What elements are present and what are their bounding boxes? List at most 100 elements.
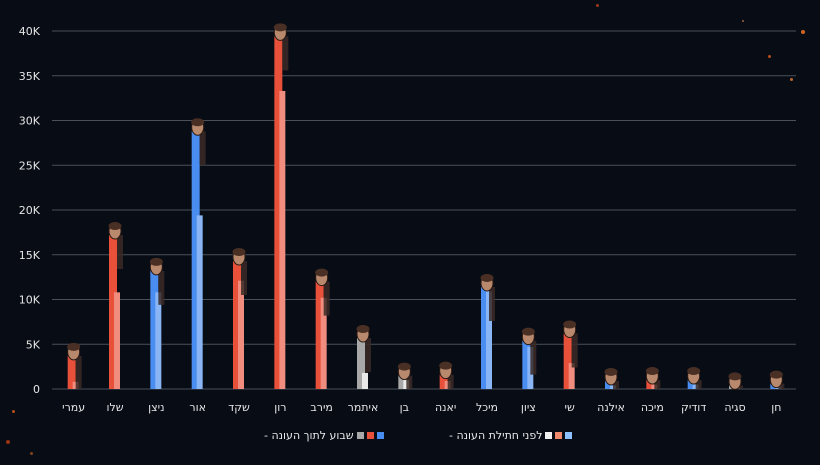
x-tick-label: מיכה (641, 401, 664, 414)
legend-swatch-white (545, 431, 553, 439)
legend-swatch-light-blue (565, 431, 573, 439)
contestant-hair-icon (108, 222, 122, 231)
legend-entry-before-season: לפני חתילת העונה - (443, 427, 573, 443)
bar-season-week (362, 372, 368, 389)
bar-photo-strip (571, 333, 578, 368)
contestant-hair-icon (439, 361, 453, 370)
bar-photo-strip (158, 270, 165, 305)
bar-photo-strip (654, 380, 661, 389)
bar-photo-strip (695, 380, 702, 389)
legend-swatch-blue (376, 431, 384, 439)
legend-entry-season-week: שבוע לתוך העונה - (258, 427, 384, 443)
legend-swatch-gray (356, 431, 364, 439)
bar-before-season (439, 374, 448, 389)
x-tick-label: אילנה (597, 401, 625, 414)
y-tick-label: 30K (19, 115, 41, 128)
contestant-hair-icon (687, 367, 701, 376)
contestant-hair-icon (769, 370, 783, 379)
bar-photo-strip (489, 286, 495, 321)
bar-photo-strip (75, 355, 82, 389)
ember-decoration (6, 440, 10, 444)
bar-photo-strip (365, 337, 371, 372)
x-tick-label: רון (274, 401, 286, 414)
bar-photo-strip (447, 374, 454, 389)
contestant-hair-icon (521, 327, 535, 336)
ember-decoration (742, 20, 744, 22)
legend-swatch-light-red (555, 431, 563, 439)
bar-season-week (114, 292, 120, 389)
bar-photo-strip (406, 375, 413, 389)
contestant-hair-icon (645, 367, 659, 376)
bar-before-season (357, 337, 365, 389)
bar-before-season (109, 235, 117, 389)
contestant-hair-icon (149, 257, 163, 266)
legend-swatch-red (366, 431, 374, 439)
grid-layer (52, 30, 796, 390)
bar-photo-strip (282, 36, 289, 71)
bar-photo-strip (778, 383, 785, 389)
x-tick-label: מירב (310, 401, 333, 414)
x-tick-label: דודיק (681, 401, 706, 414)
contestant-hair-icon (480, 273, 494, 282)
ember-decoration (801, 30, 805, 34)
contestant-hair-icon (273, 23, 287, 32)
bar-photo-strip (737, 385, 743, 389)
labels-layer: 0 5K 10K 15K 20K 25K 30K 35K 40K עמרי שלו ניצן אור שק… (19, 25, 782, 414)
contestant-hair-icon (191, 118, 205, 127)
bar-before-season (646, 380, 655, 389)
bar-before-season (563, 333, 572, 389)
bar-before-season (522, 340, 531, 389)
bar-photo-strip (241, 261, 247, 296)
bar-before-season (481, 286, 489, 389)
x-tick-label: שלו (106, 401, 123, 414)
bar-season-week (155, 292, 162, 389)
bar-before-season (150, 270, 159, 389)
bar-photo-strip (117, 235, 123, 270)
bars-layer (67, 23, 785, 390)
x-tick-label: שי (565, 401, 575, 414)
bar-season-week (486, 291, 492, 389)
contestant-hair-icon (67, 342, 81, 351)
y-tick-label: 5K (26, 338, 41, 351)
bar-season-week (320, 297, 327, 389)
y-tick-label: 40K (19, 25, 41, 38)
contestant-hair-icon (397, 362, 411, 371)
bar-before-season (274, 36, 283, 390)
x-tick-label: שקד (228, 401, 250, 414)
contestant-hair-icon (604, 367, 618, 376)
x-tick-label: איתמר (348, 401, 379, 414)
ember-decoration (596, 4, 599, 7)
ember-decoration (12, 410, 15, 413)
y-tick-label: 25K (19, 159, 41, 172)
x-tick-label: אור (189, 401, 206, 414)
ember-decoration (768, 55, 771, 58)
bar-before-season (233, 261, 241, 389)
x-tick-label: יאנה (435, 401, 456, 414)
bar-photo-strip (199, 131, 206, 166)
x-tick-label: בן (400, 401, 409, 414)
x-tick-label: ניצן (148, 401, 164, 414)
contestant-hair-icon (356, 324, 370, 333)
x-tick-label: חן (771, 401, 781, 414)
bar-season-week (568, 363, 575, 389)
x-tick-label: מיכל (476, 401, 498, 414)
y-tick-label: 35K (19, 70, 41, 83)
x-tick-label: עמרי (62, 401, 85, 414)
legend-label-season-week: שבוע לתוך העונה - (264, 428, 354, 442)
bar-season-week (196, 215, 203, 389)
y-tick-label: 15K (19, 249, 41, 262)
bar-season-week (238, 280, 244, 389)
bar-before-season (315, 281, 324, 389)
bar-before-season (398, 375, 407, 389)
contestant-hair-icon (563, 320, 577, 329)
ember-decoration (30, 452, 33, 455)
bar-season-week (279, 90, 286, 389)
contestant-hair-icon (315, 268, 329, 277)
ember-decoration (790, 78, 793, 81)
bar-before-season (687, 380, 696, 389)
y-tick-label: 0 (33, 383, 40, 396)
contestant-hair-icon (232, 248, 246, 257)
y-tick-label: 20K (19, 204, 41, 217)
